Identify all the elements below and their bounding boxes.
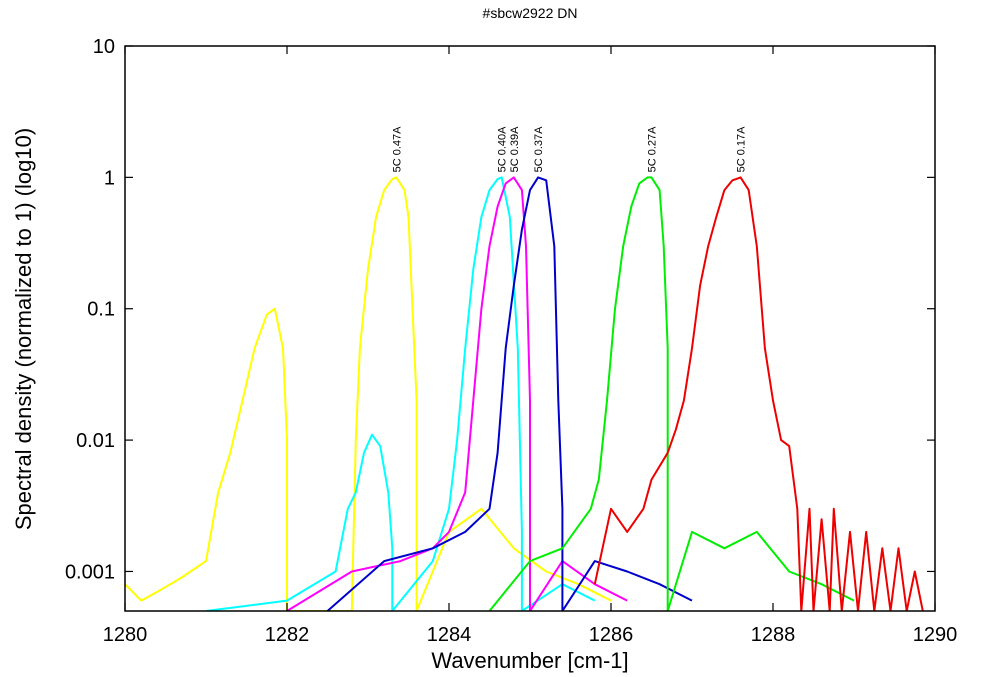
peak-label: 5C 0.27A: [647, 126, 659, 173]
y-tick-label: 0.01: [76, 430, 115, 452]
series-line-1: [125, 176, 612, 611]
series-line-5: [488, 176, 855, 611]
y-tick-label: 0.001: [65, 561, 115, 583]
peak-labels-layer: 5C 0.47A 5C 0.40A 5C 0.39A 5C 0.37A 5C 0.27A…: [391, 126, 747, 173]
series-line-6: [593, 176, 924, 611]
x-tick-label: 1286: [589, 624, 634, 646]
plot-frame: [124, 45, 936, 612]
ticks-layer: 1280 1282 1284 1286 1288 1290 0.001 0.01 0.1 1 10: [65, 36, 957, 646]
peak-label: 5C 0.47A: [391, 126, 403, 173]
x-tick-label: 1284: [427, 624, 472, 646]
peak-label: 5C 0.39A: [509, 126, 521, 173]
y-tick-label: 0.1: [87, 299, 115, 321]
peak-label: 5C 0.17A: [736, 126, 748, 173]
series-line-4: [326, 176, 693, 611]
series-line-2: [205, 176, 596, 611]
y-tick-label: 10: [93, 36, 115, 58]
x-tick-label: 1288: [751, 624, 796, 646]
y-tick-label: 1: [104, 167, 115, 189]
series-layer: [125, 176, 924, 611]
y-axis-label: Spectral density (normalized to 1) (log1…: [11, 128, 36, 530]
x-axis-label: Wavenumber [cm-1]: [431, 648, 628, 673]
x-tick-label: 1282: [265, 624, 310, 646]
chart-title: #sbcw2922 DN: [483, 5, 578, 21]
x-tick-label: 1290: [913, 624, 958, 646]
peak-label: 5C 0.37A: [533, 126, 545, 173]
series-line-3: [286, 176, 628, 611]
peak-label: 5C 0.40A: [497, 126, 509, 173]
x-tick-label: 1280: [103, 624, 148, 646]
